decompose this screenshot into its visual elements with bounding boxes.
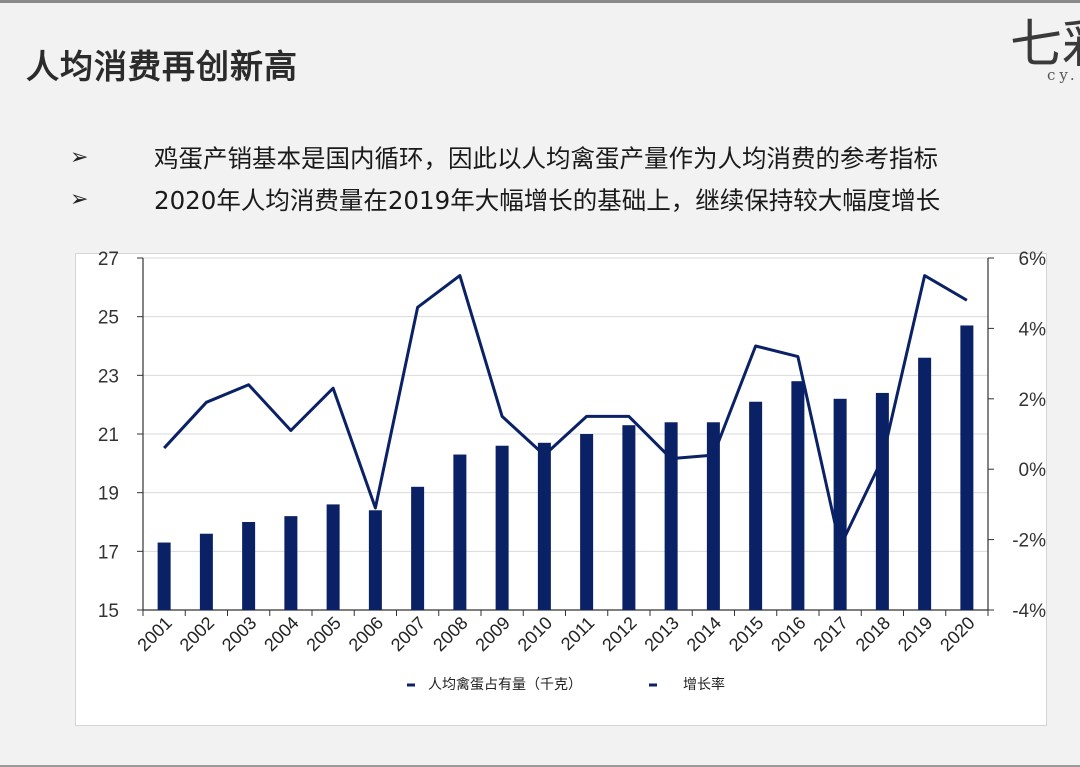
bar	[453, 454, 467, 610]
x-tick-label: 2006	[345, 613, 387, 655]
left-tick-label: 27	[98, 249, 119, 270]
bar	[199, 533, 213, 610]
bar	[960, 325, 974, 610]
right-tick-label: -2%	[1012, 531, 1046, 552]
x-tick-label: 2012	[598, 613, 640, 655]
x-tick-label: 2007	[387, 613, 429, 655]
bullet-text: 2020年人均消费量在2019年大幅增长的基础上，继续保持较大幅度增长	[154, 185, 941, 215]
bar	[326, 504, 340, 610]
x-tick-label: 2017	[809, 613, 851, 655]
x-tick-label: 2016	[767, 613, 809, 655]
x-tick-label: 2009	[471, 613, 513, 655]
x-tick-label: 2004	[260, 613, 302, 655]
bar	[537, 442, 551, 610]
bar	[833, 398, 847, 610]
brand-logo: 七彩	[1010, 15, 1080, 75]
x-tick-label: 2002	[176, 613, 218, 655]
x-tick-label: 2001	[133, 613, 175, 655]
bar	[622, 425, 636, 610]
left-tick-label: 25	[98, 308, 119, 329]
left-tick-label: 15	[98, 601, 119, 622]
legend-label-line: 增长率	[683, 676, 725, 693]
bar	[749, 401, 763, 610]
bar	[284, 516, 298, 610]
bar	[918, 357, 932, 610]
left-tick-label: 17	[98, 542, 119, 563]
x-tick-label: 2014	[683, 613, 725, 655]
bullet-list: ➢ 鸡蛋产销基本是国内循环，因此以人均禽蛋产量作为人均消费的参考指标 ➢ 202…	[70, 136, 1080, 220]
right-tick-label: 4%	[1019, 319, 1047, 340]
bar	[242, 522, 256, 610]
bar	[411, 486, 425, 610]
left-tick-label: 21	[98, 425, 119, 446]
bar	[157, 542, 171, 610]
x-tick-label: 2010	[514, 613, 556, 655]
bar	[368, 510, 382, 610]
growth-rate-line	[163, 274, 968, 549]
x-tick-label: 2008	[429, 613, 471, 655]
right-tick-label: -4%	[1012, 601, 1046, 622]
bar	[706, 422, 720, 610]
left-tick-label: 19	[98, 484, 119, 505]
bottom-rule	[0, 765, 1080, 767]
x-tick-label: 2003	[218, 613, 260, 655]
page-title: 人均消费再创新高	[26, 47, 298, 86]
bullet-item: ➢ 2020年人均消费量在2019年大幅增长的基础上，继续保持较大幅度增长	[70, 178, 1080, 220]
bullet-item: ➢ 鸡蛋产销基本是国内循环，因此以人均禽蛋产量作为人均消费的参考指标	[70, 136, 1080, 178]
x-tick-label: 2020	[936, 613, 978, 655]
arrow-bullet-icon: ➢	[70, 144, 89, 170]
x-tick-label: 2015	[725, 613, 767, 655]
x-tick-label: 2011	[557, 613, 599, 655]
left-tick-label: 23	[98, 366, 119, 387]
legend-label-bar: 人均禽蛋占有量（千克）	[428, 676, 582, 693]
right-tick-label: 2%	[1019, 390, 1047, 411]
bullet-text: 鸡蛋产销基本是国内循环，因此以人均禽蛋产量作为人均消费的参考指标	[154, 143, 938, 173]
right-tick-label: 0%	[1019, 460, 1047, 481]
bar	[791, 381, 805, 610]
top-rule	[0, 0, 1080, 3]
bar	[875, 392, 889, 610]
right-tick-label: 6%	[1019, 249, 1047, 270]
x-tick-label: 2019	[894, 613, 936, 655]
arrow-bullet-icon: ➢	[70, 186, 89, 212]
x-tick-label: 2005	[302, 613, 344, 655]
brand-logo-subtext: cy...	[1047, 66, 1080, 84]
x-tick-label: 2018	[852, 613, 894, 655]
x-tick-label: 2013	[640, 613, 682, 655]
bar	[664, 422, 678, 610]
bar	[580, 434, 594, 610]
bar	[495, 445, 509, 610]
